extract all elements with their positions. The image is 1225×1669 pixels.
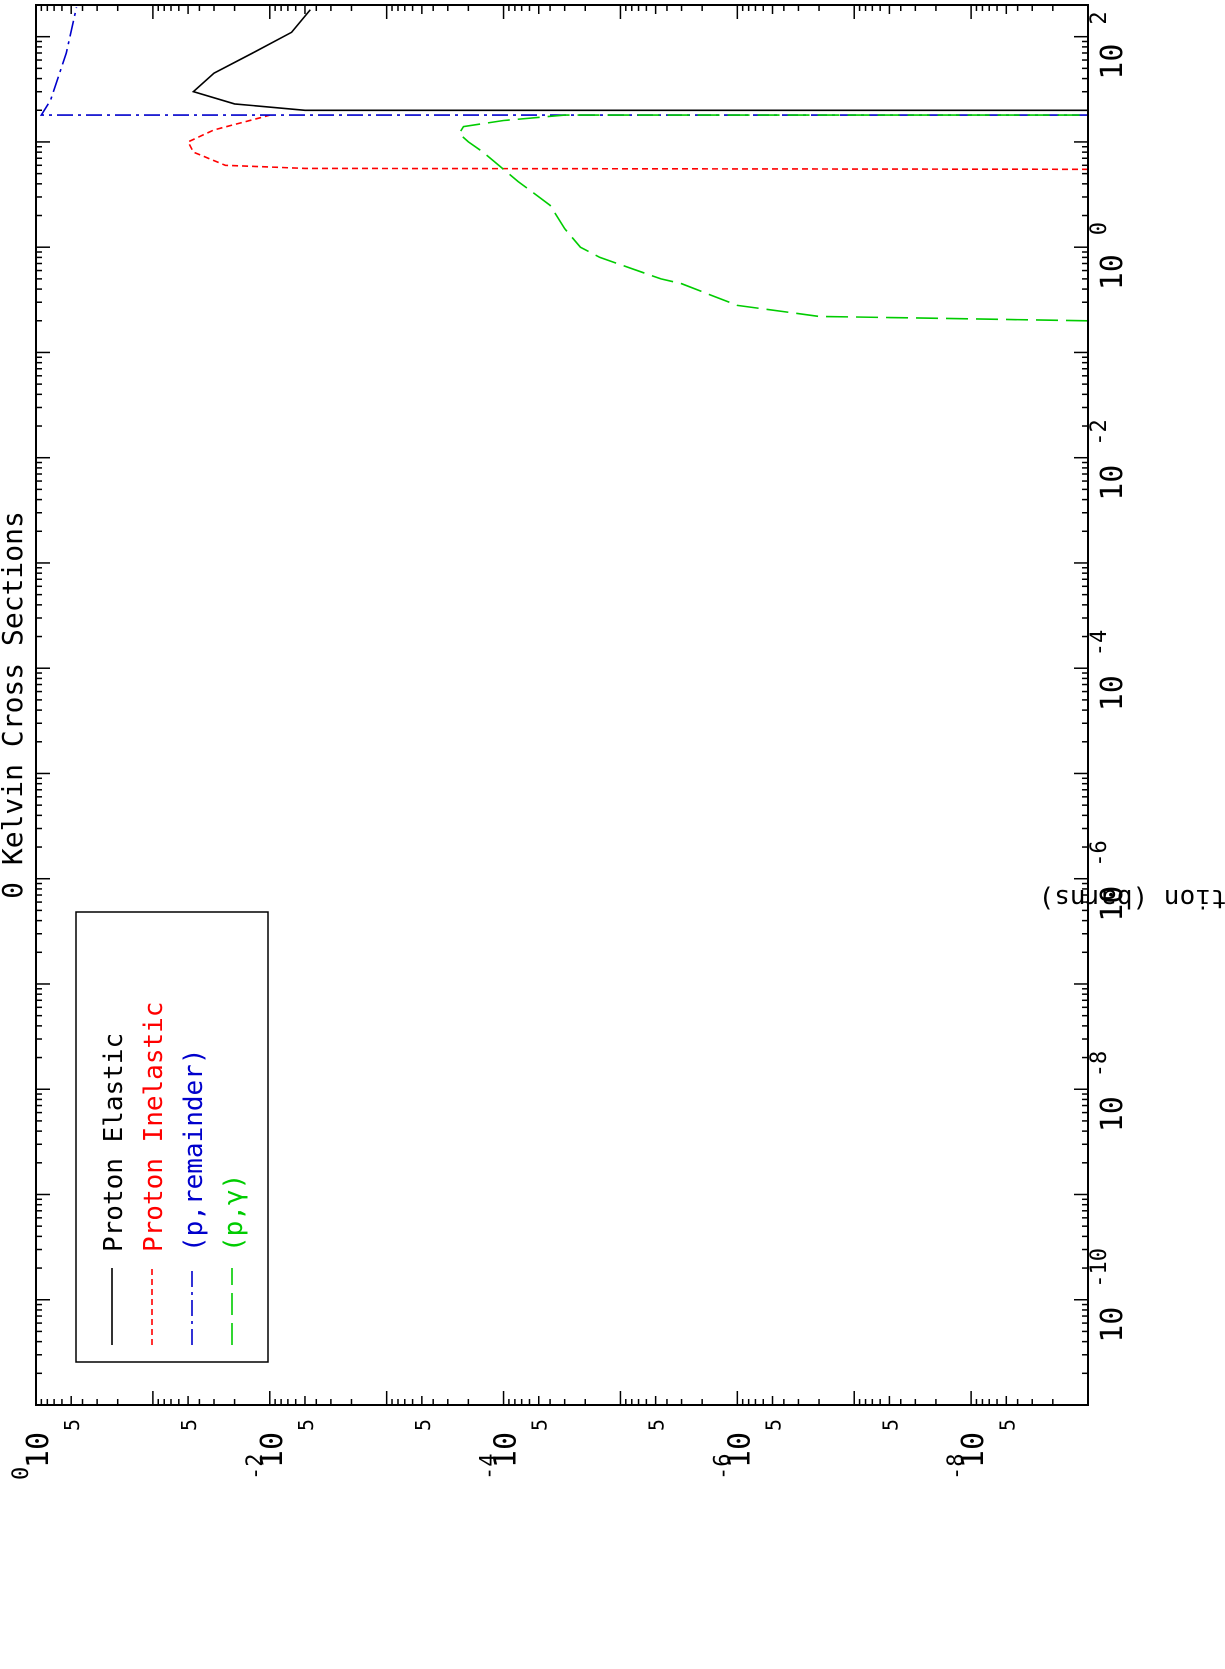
series-line-p-remainder xyxy=(39,7,1088,116)
x-tick-label-base: 10 xyxy=(1095,1096,1130,1132)
y-axis-label: Cross Section (barns) xyxy=(1039,883,1225,913)
series-line-proton-inelastic xyxy=(187,114,1089,171)
y-tick-label-base: 10 xyxy=(255,1432,290,1468)
y-minor-tick-label: 5 xyxy=(411,1419,435,1431)
y-tick-label-exponent: -2 xyxy=(243,1454,268,1481)
x-tick-label-base: 10 xyxy=(1095,254,1130,290)
x-tick-label: 10 2 xyxy=(1087,11,1130,79)
legend: Proton Elastic Proton Inelastic (p,remaind… xyxy=(75,911,269,1363)
y-tick-label: 10-6 xyxy=(710,1432,757,1480)
y-tick-label: 10-4 xyxy=(477,1432,524,1480)
y-minor-tick-label: 5 xyxy=(294,1419,318,1431)
legend-label: (p,γ) xyxy=(219,1174,249,1252)
x-tick-label-base: 10 xyxy=(1095,675,1130,711)
y-minor-tick-label: 5 xyxy=(995,1419,1019,1431)
y-tick-label-exponent: -4 xyxy=(477,1454,502,1481)
y-tick-label-base: 10 xyxy=(956,1432,991,1468)
legend-box xyxy=(75,911,269,1363)
x-tick-label-exponent: -10 xyxy=(1087,1248,1112,1288)
x-tick-label-base: 10 xyxy=(1095,465,1130,501)
y-tick-label-exponent: -8 xyxy=(944,1454,969,1481)
x-tick-label: 10 -6 xyxy=(1087,840,1130,922)
x-tick-label-exponent: -4 xyxy=(1087,630,1112,657)
plot-frame xyxy=(35,4,1089,1406)
y-tick-label: 10-8 xyxy=(944,1432,991,1480)
x-tick-label: 10 -4 xyxy=(1087,630,1130,712)
x-tick-label-base: 10 xyxy=(1095,1307,1130,1343)
series-line-p xyxy=(458,114,1089,322)
y-minor-tick-label: 5 xyxy=(762,1419,786,1431)
y-tick-label-base: 10 xyxy=(722,1432,757,1468)
y-tick-label-base: 10 xyxy=(489,1432,524,1468)
y-tick-label: 10-2 xyxy=(243,1432,290,1480)
y-tick-label-exponent: 0 xyxy=(9,1467,34,1480)
y-minor-tick-label: 5 xyxy=(60,1419,84,1431)
y-tick-label-exponent: -6 xyxy=(710,1454,735,1481)
x-tick-label-exponent: -2 xyxy=(1087,419,1112,446)
y-minor-tick-label: 5 xyxy=(177,1419,201,1431)
legend-label: Proton Inelastic xyxy=(139,1002,169,1252)
y-minor-tick-label: 5 xyxy=(878,1419,902,1431)
legend-label: Proton Elastic xyxy=(99,1033,129,1252)
x-tick-label-exponent: 2 xyxy=(1087,11,1112,24)
series-line-proton-elastic xyxy=(191,9,1088,112)
x-tick-label-exponent: -6 xyxy=(1087,840,1112,867)
legend-label: (p,remainder) xyxy=(179,1049,209,1253)
x-tick-label-base: 10 xyxy=(1095,44,1130,80)
x-tick-label: 10 -8 xyxy=(1087,1051,1130,1133)
x-tick-label-exponent: 0 xyxy=(1087,222,1112,235)
x-tick-label-exponent: -8 xyxy=(1087,1051,1112,1078)
y-minor-tick-label: 5 xyxy=(528,1419,552,1431)
x-tick-label: 10 -10 xyxy=(1087,1248,1130,1343)
y-minor-tick-label: 5 xyxy=(645,1419,669,1431)
x-tick-label: 10 -2 xyxy=(1087,419,1130,501)
x-tick-label: 10 0 xyxy=(1087,222,1130,290)
y-tick-label: 100 xyxy=(9,1432,56,1480)
x-tick-label-base: 10 xyxy=(1095,886,1130,922)
y-tick-label-base: 10 xyxy=(21,1432,56,1468)
chart-title: 0 Kelvin Cross Sections xyxy=(0,511,29,899)
